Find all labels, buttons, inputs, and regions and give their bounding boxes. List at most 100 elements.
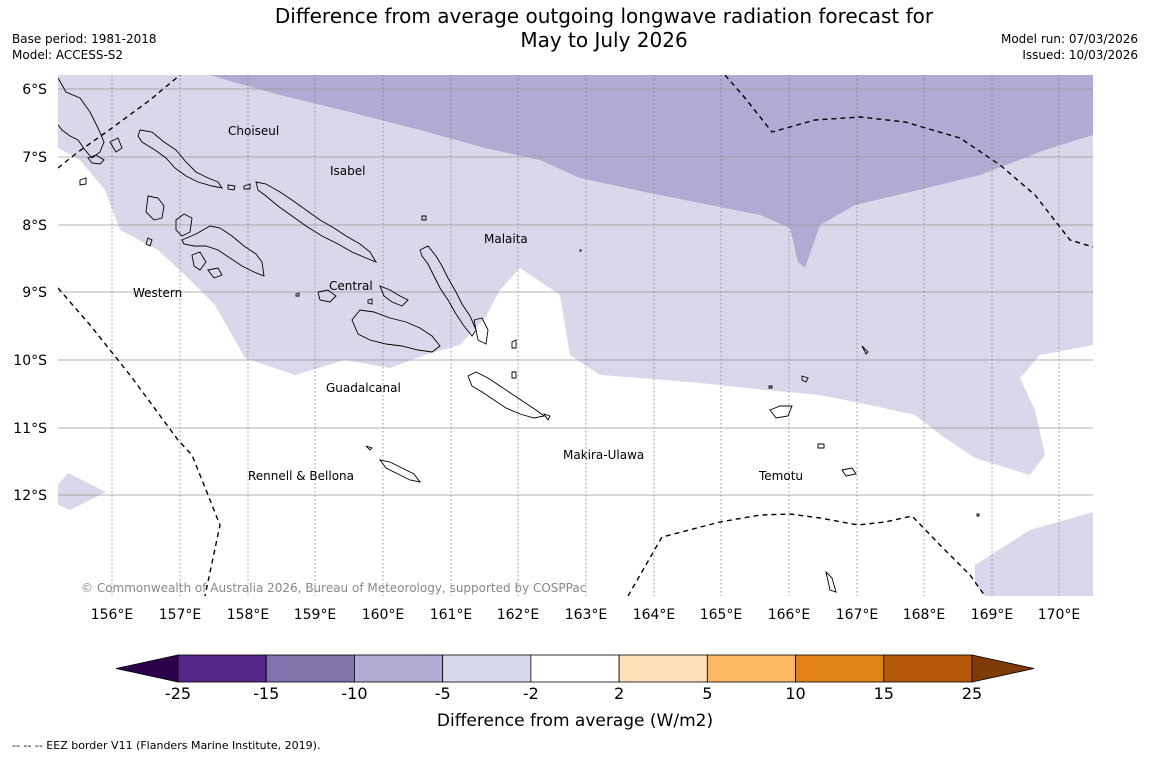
islet-choiseul-east-2 — [243, 183, 251, 190]
islet-sikaiana — [579, 249, 582, 252]
model-name: Model: ACCESS-S2 — [12, 48, 124, 62]
colorbar-segment — [795, 654, 885, 683]
islet-duff — [861, 345, 869, 355]
label-guadalcanal: Guadalcanal — [326, 381, 401, 395]
islet-malaita-north — [421, 215, 427, 221]
lon-label-163e: 163°E — [565, 607, 608, 623]
map-title: Difference from average outgoing longwav… — [274, 4, 934, 52]
place-labels: Choiseul Isabel Malaita Western Central … — [133, 124, 803, 483]
islet-santa-ana — [542, 413, 551, 421]
bougainville-island — [58, 77, 105, 159]
islet-choiseul-east — [227, 184, 236, 191]
islet-shortland — [109, 137, 123, 153]
base-period: Base period: 1981-2018 — [12, 32, 157, 46]
islet-ranongga — [145, 237, 153, 247]
florida-islands — [379, 285, 409, 307]
colorbar: -25 -15 -10 -5 -2 2 5 10 15 25 — [115, 654, 1035, 703]
islet-ulawa-south — [511, 371, 517, 379]
isabel-island — [255, 181, 378, 263]
lat-label-6s: 6°S — [22, 82, 47, 98]
model-run: Model run: 07/03/2026 — [1000, 32, 1138, 46]
copyright-notice: © Commonwealth of Australia 2026, Bureau… — [81, 581, 586, 595]
lon-label-159e: 159°E — [294, 607, 337, 623]
longitude-gridlines — [111, 75, 1060, 596]
anomaly-region-light-southeast — [975, 512, 1093, 596]
colorbar-tick-label: 25 — [962, 684, 982, 703]
land-outlines — [58, 77, 980, 593]
eez-line-north-east — [724, 75, 1093, 248]
map-area: Choiseul Isabel Malaita Western Central … — [58, 75, 1093, 596]
colorbar-segment — [442, 654, 532, 683]
guadalcanal-island — [351, 309, 441, 353]
label-isabel: Isabel — [330, 164, 365, 178]
lon-label-156e: 156°E — [91, 607, 134, 623]
colorbar-segment — [883, 654, 973, 683]
eez-legend-note: -- -- -- EEZ border V11 (Flanders Marine… — [12, 739, 321, 752]
colorbar-segment — [706, 654, 796, 683]
longitude-labels: 156°E 157°E 158°E 159°E 160°E 161°E 162°… — [91, 607, 1081, 623]
colorbar-segment — [530, 654, 620, 683]
lon-label-158e: 158°E — [227, 607, 270, 623]
eez-line-west — [58, 287, 221, 596]
latitude-labels: 6°S 7°S 8°S 9°S 10°S 11°S 12°S — [13, 82, 47, 504]
colorbar-tick-label: 10 — [785, 684, 805, 703]
vanikoro-island — [841, 467, 857, 477]
small-malaita-island — [473, 317, 489, 345]
lat-label-11s: 11°S — [13, 421, 47, 437]
colorbar-tick-label: -15 — [253, 684, 279, 703]
anomaly-region-dark — [210, 75, 1093, 268]
latitude-gridlines — [58, 88, 1093, 496]
russell-islands — [317, 289, 337, 303]
lat-label-8s: 8°S — [22, 218, 47, 234]
vella-lavella-island — [145, 195, 165, 221]
lat-label-10s: 10°S — [13, 353, 47, 369]
issued-date: Issued: 10/03/2026 — [1022, 48, 1138, 62]
santa-cruz-island — [769, 405, 793, 419]
label-malaita: Malaita — [484, 232, 528, 246]
makira-island — [467, 371, 546, 419]
lon-label-160e: 160°E — [362, 607, 405, 623]
colorbar-tick-label: 5 — [702, 684, 712, 703]
choiseul-island — [137, 129, 223, 189]
lon-label-165e: 165°E — [700, 607, 743, 623]
islet-russell-west — [295, 292, 300, 297]
tetepare-island — [207, 267, 223, 279]
label-temotu: Temotu — [758, 469, 803, 483]
meta-right: Model run: 07/03/2026 Issued: 10/03/2026 — [1001, 31, 1138, 63]
colorbar-label: Difference from average (W/m2) — [437, 711, 713, 731]
lon-label-164e: 164°E — [633, 607, 676, 623]
anomaly-region-light-west — [58, 473, 106, 510]
colorbar-extend-low — [115, 654, 179, 683]
colorbar-tick-label: -10 — [341, 684, 367, 703]
lon-label-161e: 161°E — [430, 607, 473, 623]
colorbar-segment — [618, 654, 708, 683]
islet-west — [79, 177, 87, 186]
lat-label-7s: 7°S — [22, 150, 47, 166]
label-western: Western — [133, 286, 182, 300]
bellona-island — [365, 445, 373, 451]
eez-line-north-west — [58, 75, 181, 169]
colorbar-segment — [265, 654, 355, 683]
tinakula-island — [817, 443, 825, 449]
lon-label-166e: 166°E — [768, 607, 811, 623]
malaita-island — [419, 245, 477, 337]
colorbar-tick-label: -25 — [165, 684, 191, 703]
lat-label-9s: 9°S — [22, 285, 47, 301]
colorbar-tick-label: 15 — [874, 684, 894, 703]
lon-label-169e: 169°E — [971, 607, 1014, 623]
label-rennell-bellona: Rennell & Bellona — [248, 469, 354, 483]
lon-label-168e: 168°E — [903, 607, 946, 623]
eez-line-south — [627, 513, 986, 596]
islet-anuta — [976, 513, 980, 517]
label-central: Central — [329, 279, 373, 293]
colorbar-tick-label: 2 — [614, 684, 624, 703]
lon-label-162e: 162°E — [497, 607, 540, 623]
rendova-island — [191, 251, 207, 271]
colorbar-segment — [354, 654, 444, 683]
meta-left: Base period: 1981-2018 Model: ACCESS-S2 — [12, 31, 157, 63]
lon-label-157e: 157°E — [159, 607, 202, 623]
islet-tikopia — [825, 570, 837, 593]
islet-temotu-west — [768, 385, 773, 389]
islet-central — [367, 298, 373, 305]
